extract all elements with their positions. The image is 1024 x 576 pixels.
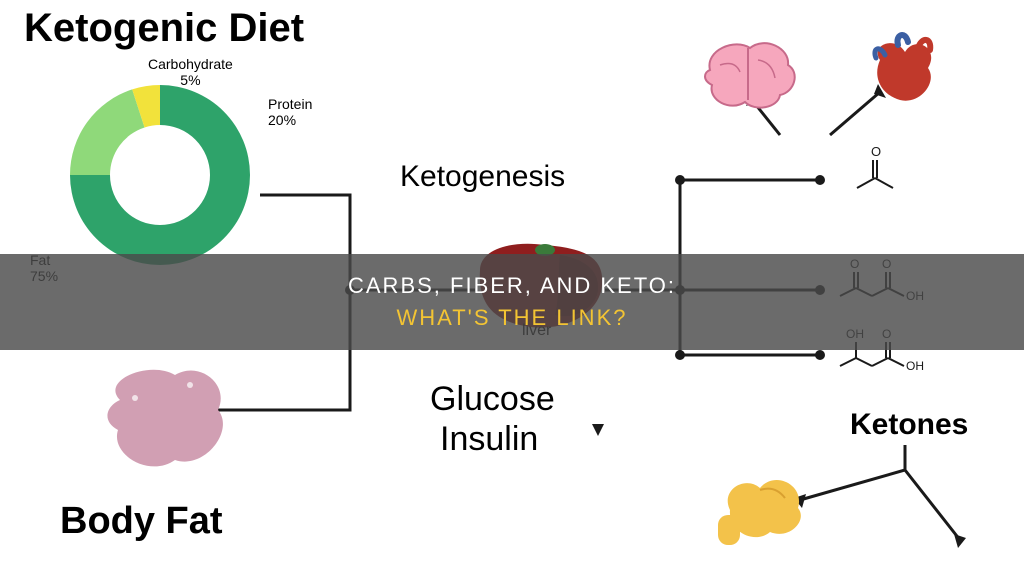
infographic-canvas: Ketogenic Diet [0, 0, 1024, 576]
overlay-line2: WHAT'S THE LINK? [397, 305, 628, 331]
svg-text:OH: OH [906, 359, 924, 373]
donut-label-carb: Carbohydrate5% [148, 56, 233, 88]
overlay-line1: CARBS, FIBER, AND KETO: [348, 273, 676, 299]
svg-text:O: O [871, 144, 881, 159]
donut-label-protein: Protein20% [268, 96, 312, 128]
overlay-banner: CARBS, FIBER, AND KETO: WHAT'S THE LINK? [0, 254, 1024, 350]
insulin-label: Insulin [440, 420, 538, 459]
main-title: Ketogenic Diet [24, 6, 304, 51]
bodyfat-label: Body Fat [60, 500, 223, 543]
ketogenesis-label: Ketogenesis [400, 160, 565, 194]
ketones-label: Ketones [850, 408, 968, 442]
glucose-label: Glucose [430, 380, 555, 419]
